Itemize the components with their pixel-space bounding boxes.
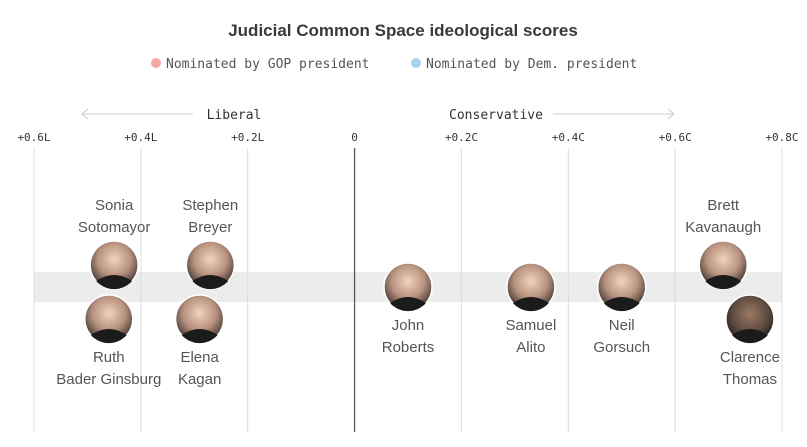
legend-dem-dot [411,58,421,68]
justice-name-line: Sonia [95,197,134,214]
tick-label: 0 [351,131,358,144]
justice-gorsuch: Neil Gorsuch [593,262,650,356]
justice-robe [181,329,218,344]
tick-label: +0.8C [765,131,798,144]
tick-label: +0.4C [552,131,585,144]
justice-name-line: Alito [516,339,545,356]
legend-gop-label: Nominated by GOP president [166,57,370,72]
tick-label: +0.4L [124,131,157,144]
justice-name-line: Kavanaugh [685,219,761,236]
justice-robe [603,297,640,312]
justice-roberts: John Roberts [382,262,435,356]
direction-labels: Liberal Conservative [81,108,675,123]
justice-name-line: Roberts [382,339,435,356]
justice-breyer: Stephen Breyer [182,197,238,290]
justice-kavanaugh: Brett Kavanaugh [685,197,761,290]
justices-layer: Sonia Sotomayor Ruth Bader Ginsburg Stephen B… [56,197,780,388]
tick-label: +0.2L [231,131,264,144]
justice-name-line: Bader Ginsburg [56,371,161,388]
justice-alito: Samuel Alito [505,262,556,356]
conservative-label: Conservative [449,108,543,123]
justice-kagan: Elena Kagan [174,294,225,388]
justice-robe [90,329,127,344]
justice-robe [512,297,549,312]
liberal-label: Liberal [207,108,262,123]
justice-name-line: Brett [707,197,740,214]
legend-gop-dot [151,58,161,68]
justice-robe [731,329,768,344]
justice-robe [390,297,426,312]
conservative-arrow-head [667,108,675,120]
justice-name-line: Clarence [720,349,780,366]
justice-name-line: John [392,317,425,334]
tick-label: +0.6L [17,131,50,144]
justice-robe [96,275,133,290]
justice-sotomayor: Sonia Sotomayor [78,197,151,290]
justice-name-line: Breyer [188,219,232,236]
justice-name-line: Samuel [505,317,556,334]
justice-name-line: Stephen [182,197,238,214]
justice-name-line: Kagan [178,371,221,388]
justice-robe [705,275,742,290]
liberal-arrow-head [81,108,89,120]
justice-name-line: Ruth [93,349,125,366]
justice-ginsburg: Ruth Bader Ginsburg [56,294,161,388]
axis-ticks: +0.6L +0.4L +0.2L 0 +0.2C +0.4C +0.6C +0.8C [17,131,799,432]
justice-name-line: Thomas [723,371,777,388]
legend: Nominated by GOP president Nominated by … [151,57,637,72]
justice-thomas: Clarence Thomas [720,294,780,388]
legend-dem-label: Nominated by Dem. president [426,57,637,72]
chart-title: Judicial Common Space ideological scores [228,21,578,40]
justice-name-line: Sotomayor [78,219,151,236]
justice-robe [192,275,229,290]
tick-label: +0.2C [445,131,478,144]
justice-name-line: Elena [180,349,219,366]
justice-name-line: Gorsuch [593,339,650,356]
tick-label: +0.6C [659,131,692,144]
justice-name-line: Neil [609,317,635,334]
